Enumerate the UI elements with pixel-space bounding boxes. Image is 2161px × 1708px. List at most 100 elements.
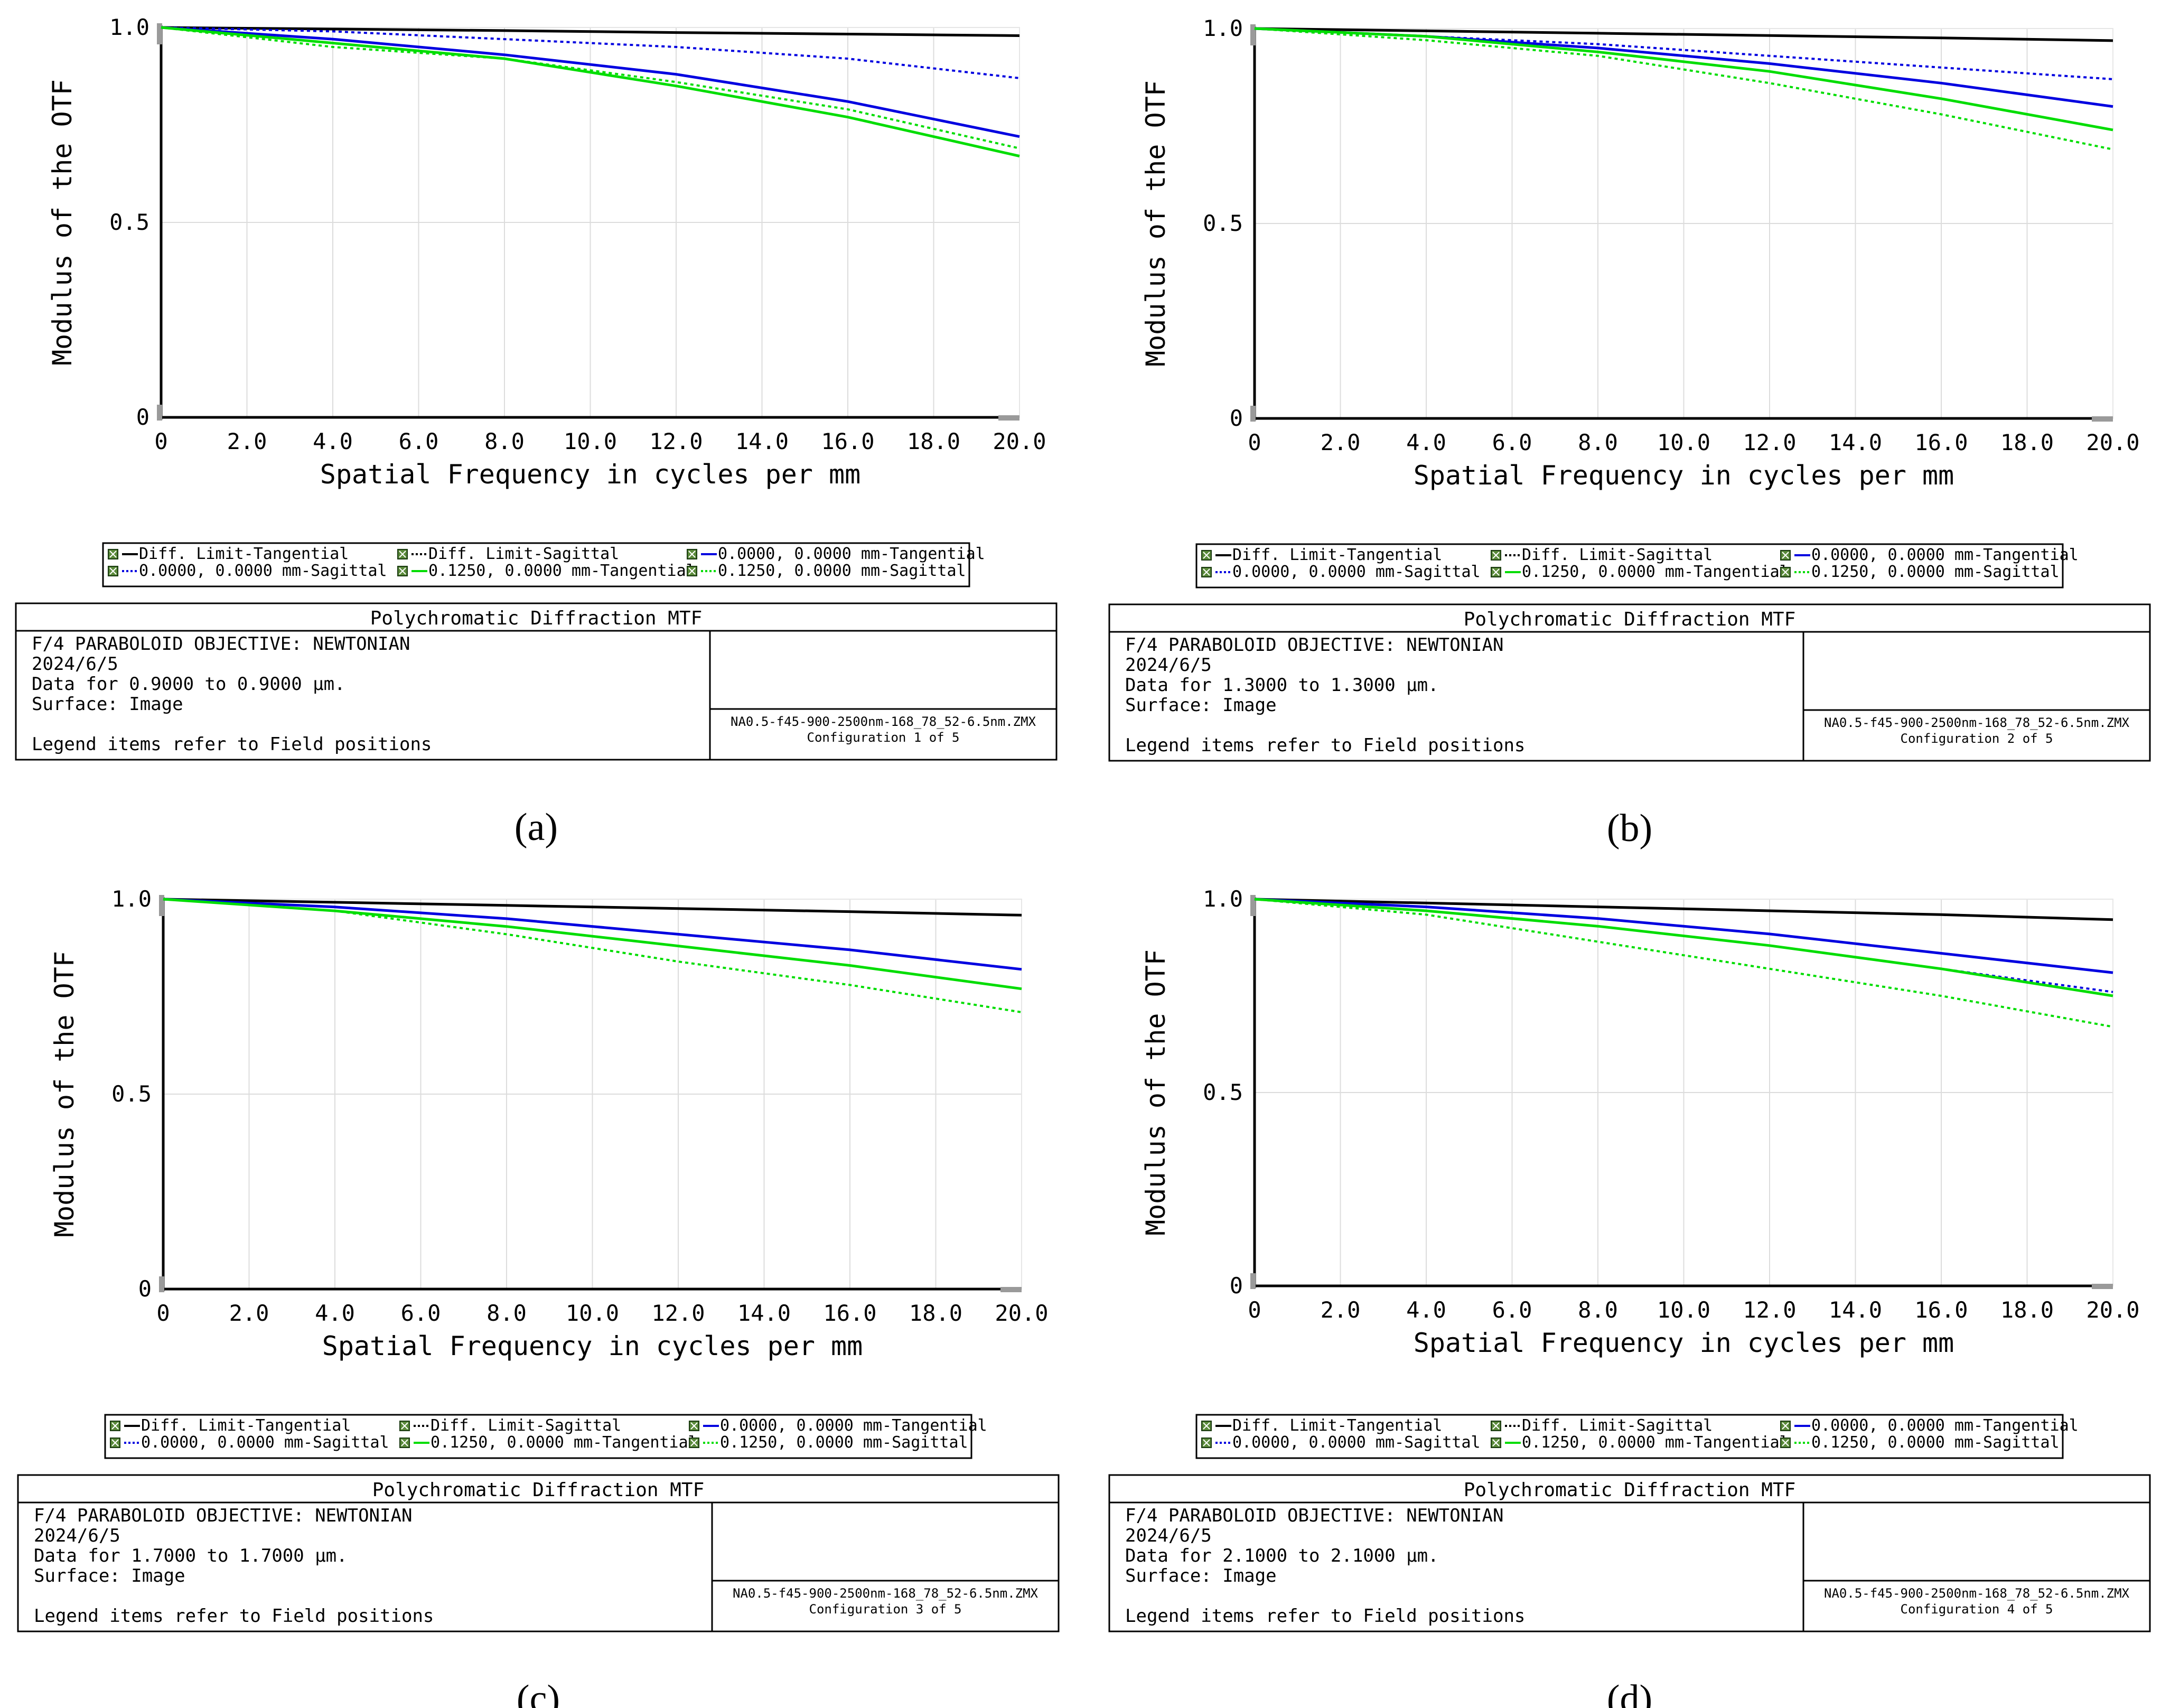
info-data-range: Data for 0.9000 to 0.9000 µm. — [32, 674, 345, 695]
info-data-range: Data for 1.3000 to 1.3000 µm. — [1125, 675, 1439, 696]
y-tick-label: 0.5 — [109, 209, 149, 235]
x-tick-label: 0 — [1248, 430, 1261, 455]
legend-check-mark-icon — [399, 550, 406, 558]
series-line-1 — [163, 898, 1022, 917]
x-axis-cap — [2092, 1284, 2113, 1289]
info-box: Polychromatic Diffraction MTF F/4 PARABOL… — [15, 602, 1058, 761]
x-tick-label: 2.0 — [1321, 430, 1361, 455]
x-tick-label: 6.0 — [401, 1300, 441, 1326]
legend-item: 0.1250, 0.0000 mm-Tangential — [1491, 1433, 1789, 1452]
y-tick-label: 0.5 — [1203, 210, 1243, 236]
series-line-1 — [161, 26, 1020, 37]
x-axis-title: Spatial Frequency in cycles per mm — [1414, 460, 1954, 491]
x-tick-label: 8.0 — [1578, 430, 1618, 455]
legend-check-mark-icon — [1203, 1439, 1210, 1446]
x-tick-label: 6.0 — [399, 428, 439, 454]
info-box: Polychromatic Diffraction MTF F/4 PARABOL… — [17, 1474, 1060, 1632]
x-tick-label: 18.0 — [2000, 1297, 2054, 1323]
legend-label: Diff. Limit-Tangential — [141, 1416, 351, 1435]
legend-item: 0.0000, 0.0000 mm-Sagittal — [108, 562, 387, 580]
y-tick-label: 0 — [136, 404, 149, 430]
legend-label: 0.1250, 0.0000 mm-Sagittal — [1811, 1433, 2060, 1452]
y-tick-label: 1.0 — [109, 14, 149, 40]
legend-label: 0.0000, 0.0000 mm-Sagittal — [139, 562, 387, 580]
legend-label: Diff. Limit-Tangential — [139, 545, 349, 563]
legend-item: 0.1250, 0.0000 mm-Tangential — [1491, 563, 1789, 581]
legend-check-mark-icon — [109, 567, 117, 575]
grid — [163, 899, 1022, 1290]
series-line-4 — [163, 898, 1022, 970]
x-tick-label: 6.0 — [1492, 1297, 1532, 1323]
x-tick-label: 10.0 — [566, 1300, 619, 1326]
legend-label: Diff. Limit-Sagittal — [1522, 546, 1713, 564]
y-axis-foot — [159, 1276, 164, 1292]
legend: Diff. Limit-Tangential Diff. Limit-Sagitt… — [102, 542, 985, 587]
y-axis-title: Modulus of the OTF — [49, 951, 80, 1237]
legend-label: 0.0000, 0.0000 mm-Sagittal — [1232, 1433, 1481, 1452]
legend-box — [1195, 543, 2064, 589]
legend-item: Diff. Limit-Sagittal — [399, 1416, 621, 1435]
series-line-6 — [163, 898, 1022, 1013]
legend-check-mark-icon — [399, 567, 406, 575]
series-line-4 — [1254, 27, 2113, 80]
legend-label: Diff. Limit-Sagittal — [1522, 1416, 1713, 1435]
x-tick-label: 20.0 — [995, 1300, 1048, 1326]
legend-check-mark-icon — [109, 550, 117, 558]
legend-item: Diff. Limit-Sagittal — [1491, 546, 1713, 564]
legend-check-mark-icon — [1203, 552, 1210, 559]
x-tick-label: 16.0 — [1914, 1297, 1968, 1323]
legend-label: 0.1250, 0.0000 mm-Sagittal — [1811, 563, 2060, 581]
legend-check-mark-icon — [1782, 1439, 1789, 1446]
info-file-name: NA0.5-f45-900-2500nm-168_78_52-6.5nm.ZMX — [1824, 1586, 2130, 1601]
y-tick-label: 1.0 — [111, 886, 152, 912]
x-axis-cap — [2092, 416, 2113, 422]
legend-check-mark-icon — [1782, 1422, 1789, 1430]
y-tick-label: 0 — [1230, 405, 1243, 431]
x-tick-label: 12.0 — [1743, 1297, 1796, 1323]
legend-item: 0.0000, 0.0000 mm-Sagittal — [1201, 1433, 1481, 1452]
legend-check-mark-icon — [1782, 568, 1789, 576]
series-line-5 — [1254, 27, 2113, 132]
y-axis-title: Modulus of the OTF — [47, 79, 78, 366]
x-tick-label: 8.0 — [487, 1300, 527, 1326]
info-box-frame — [15, 602, 1058, 761]
x-tick-label: 18.0 — [2000, 430, 2054, 455]
y-tick-label: 0 — [1230, 1273, 1243, 1299]
x-tick-label: 0 — [1248, 1297, 1261, 1323]
info-surface: Surface: Image — [1125, 695, 1277, 716]
legend-item: 0.0000, 0.0000 mm-Tangential — [1780, 546, 2079, 564]
info-file-name: NA0.5-f45-900-2500nm-168_78_52-6.5nm.ZMX — [1824, 715, 2130, 730]
y-axis-foot — [157, 405, 162, 421]
legend-check-mark-icon — [688, 567, 696, 575]
chart-title: Polychromatic Diffraction MTF — [1464, 1479, 1796, 1501]
chart-title: Polychromatic Diffraction MTF — [370, 608, 703, 629]
series-line-6 — [1254, 27, 2113, 151]
grid — [1254, 28, 2113, 419]
x-tick-label: 8.0 — [484, 428, 525, 454]
x-tick-label: 16.0 — [821, 428, 874, 454]
x-axis-cap — [1000, 1287, 1022, 1292]
series-line-6 — [1254, 898, 2113, 1028]
info-configuration: Configuration 4 of 5 — [1901, 1602, 2053, 1617]
legend-label: 0.1250, 0.0000 mm-Tangential — [428, 562, 696, 580]
info-data-range: Data for 2.1000 to 2.1000 µm. — [1125, 1545, 1439, 1566]
legend-check-mark-icon — [1492, 1439, 1500, 1446]
x-tick-label: 4.0 — [315, 1300, 355, 1326]
legend-label: 0.1250, 0.0000 mm-Tangential — [1522, 1433, 1789, 1452]
x-tick-label: 14.0 — [737, 1300, 791, 1326]
chart-title: Polychromatic Diffraction MTF — [1464, 609, 1796, 630]
legend-item: 0.0000, 0.0000 mm-Sagittal — [1201, 563, 1481, 581]
series-line-5 — [163, 898, 1022, 991]
x-tick-label: 20.0 — [2086, 430, 2139, 455]
x-tick-label: 2.0 — [1321, 1297, 1361, 1323]
legend-check-mark-icon — [1492, 1422, 1500, 1430]
series-line-5 — [1254, 898, 2113, 997]
legend-item: Diff. Limit-Sagittal — [397, 545, 619, 563]
x-tick-label: 16.0 — [1914, 430, 1968, 455]
x-tick-label: 14.0 — [1829, 430, 1882, 455]
legend-item: 0.0000, 0.0000 mm-Tangential — [687, 545, 985, 563]
info-legend-note: Legend items refer to Field positions — [34, 1606, 434, 1627]
legend: Diff. Limit-Tangential Diff. Limit-Sagitt… — [1195, 543, 2079, 589]
y-axis-title: Modulus of the OTF — [1140, 949, 1171, 1236]
info-surface: Surface: Image — [32, 694, 183, 715]
